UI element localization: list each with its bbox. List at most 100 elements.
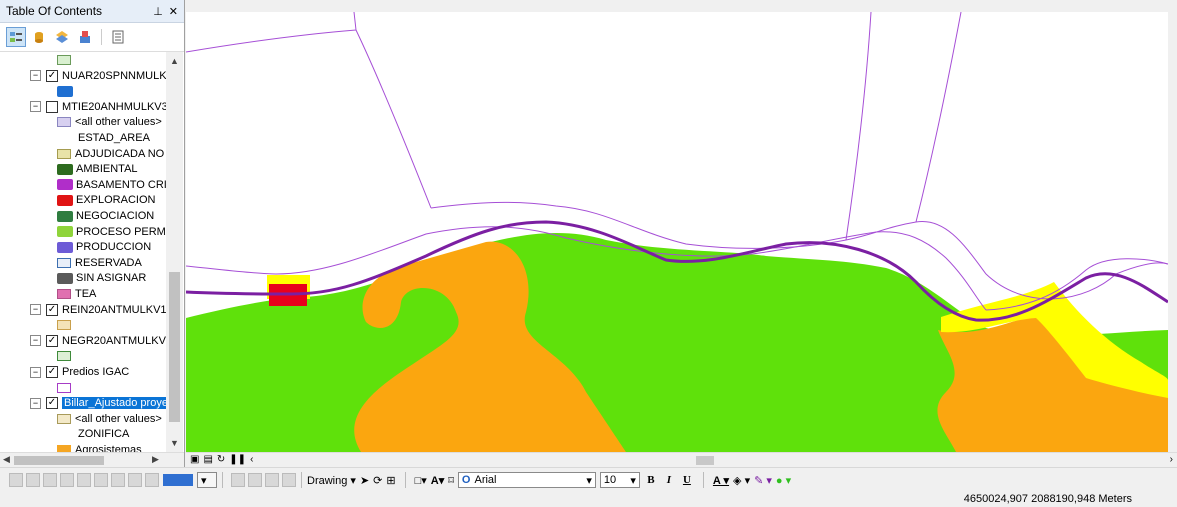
legend-class-label: <all other values> — [75, 412, 162, 425]
expand-collapse-icon[interactable]: − — [30, 70, 41, 82]
layer-visibility-checkbox[interactable] — [46, 100, 58, 113]
layer-name[interactable]: NEGR20ANTMULKV1 — [62, 334, 166, 347]
layer-name[interactable]: NUAR20SPNNMULKV1 — [62, 69, 166, 82]
expand-collapse-icon[interactable]: − — [30, 101, 41, 113]
callout-tool-icon[interactable]: ⌑ — [448, 474, 454, 487]
layer-name[interactable]: Billar_Ajustado proyect — [62, 397, 166, 410]
layer-visibility-checkbox[interactable]: ✓ — [46, 334, 58, 347]
scroll-right-icon[interactable]: › — [1169, 454, 1173, 465]
legend-class-label: PROCESO PERMANI — [76, 225, 166, 238]
toc-layer-row[interactable]: − ✓ NEGR20ANTMULKV1 — [30, 333, 166, 349]
legend-class-row: <all other values> — [57, 411, 162, 427]
toc-layer-row[interactable]: − ✓ Predios IGAC — [30, 364, 129, 380]
toc-title: Table Of Contents — [6, 4, 103, 18]
list-by-visibility-icon[interactable] — [52, 27, 72, 47]
map-hscroll-thumb[interactable] — [696, 456, 714, 465]
layer-visibility-checkbox[interactable]: ✓ — [46, 69, 58, 82]
layer-name[interactable]: MTIE20ANHMULKV3 — [62, 100, 166, 113]
text-tool-icon[interactable]: A▾ — [430, 474, 445, 487]
toc-hscroll-thumb[interactable] — [14, 456, 104, 465]
toc-horizontal-scrollbar[interactable]: ◀ ▶ — [0, 452, 184, 468]
marker-color-icon[interactable]: ● ▾ — [775, 474, 792, 487]
expand-collapse-icon[interactable]: − — [30, 366, 41, 378]
scroll-left-icon[interactable]: ◀ — [3, 454, 10, 464]
drawing-menu[interactable]: Drawing ▾ — [307, 474, 356, 487]
refresh-icon[interactable]: ↻ — [216, 454, 226, 465]
line-color-icon[interactable]: ✎ ▾ — [754, 474, 772, 487]
toc-vertical-scrollbar[interactable]: ▲ ▼ — [166, 52, 183, 452]
layer-name[interactable]: Predios IGAC — [62, 366, 130, 378]
legend-class-row — [57, 348, 75, 364]
toc-layer-row[interactable]: − ✓ REIN20ANTMULKV1 — [30, 302, 166, 318]
disabled-dropdown: ▾ — [197, 472, 217, 488]
legend-heading-label: ESTAD_AREA — [78, 132, 150, 144]
map-orange-zone — [354, 241, 626, 452]
legend-class-row: BASAMENTO CRISTA — [57, 177, 166, 193]
rectangle-tool-icon[interactable]: □▾ — [414, 474, 427, 487]
legend-class-label: EXPLORACION — [76, 194, 156, 207]
zoom-whole-page-icon[interactable]: ⊞ — [386, 474, 396, 487]
toc-layer-row[interactable]: − ✓ Billar_Ajustado proyect — [30, 395, 166, 411]
expand-collapse-icon[interactable]: − — [30, 304, 41, 316]
font-size-select[interactable]: 10 ▾ — [599, 472, 640, 488]
legend-class-row — [57, 52, 75, 68]
scroll-left-icon[interactable]: ‹ — [250, 454, 254, 465]
legend-class-row: ADJUDICADA NO A: — [57, 146, 166, 162]
font-name-select[interactable]: O Arial ▾ — [457, 472, 596, 488]
legend-swatch — [57, 55, 71, 65]
underline-button[interactable]: U — [682, 474, 691, 486]
pause-drawing-icon[interactable]: ❚❚ — [229, 454, 247, 465]
map-horizontal-scrollbar[interactable]: ▣ ▤ ↻ ❚❚ ‹ › — [186, 452, 1177, 468]
toolbar-disabled-icon — [94, 473, 108, 487]
bold-button[interactable]: B — [647, 474, 655, 486]
layer-visibility-checkbox[interactable]: ✓ — [46, 303, 58, 316]
bottom-toolbar: ▾ Drawing ▾ ➤ ⟳ ⊞ □▾ A▾ ⌑ O Arial ▾ 10 ▾… — [0, 467, 1177, 492]
italic-button[interactable]: I — [666, 474, 672, 486]
options-icon[interactable] — [108, 27, 128, 47]
expand-collapse-icon[interactable]: − — [30, 397, 41, 409]
layer-visibility-checkbox[interactable]: ✓ — [46, 397, 58, 410]
select-elements-icon[interactable]: ➤ — [359, 474, 370, 487]
font-color-button[interactable]: A ▾ — [712, 474, 730, 487]
toc-layer-row[interactable]: − MTIE20ANHMULKV3 — [30, 99, 166, 115]
layer-visibility-checkbox[interactable]: ✓ — [46, 366, 58, 378]
list-by-source-icon[interactable] — [29, 27, 49, 47]
list-by-drawing-order-icon[interactable] — [6, 27, 26, 47]
legend-class-label: AMBIENTAL — [76, 163, 138, 176]
expand-collapse-icon[interactable]: − — [30, 335, 41, 347]
status-bar: 4650024,907 2088190,948 Meters — [0, 491, 1177, 507]
legend-class-row: RESERVADA — [57, 255, 142, 271]
toolbar-disabled-icon — [111, 473, 125, 487]
legend-field-heading: ZONIFICA — [78, 426, 129, 442]
legend-class-row: SIN ASIGNAR — [57, 270, 146, 286]
fill-color-icon[interactable]: ◈ ▾ — [733, 474, 751, 487]
legend-symbol-icon — [57, 210, 73, 222]
legend-heading-label: ZONIFICA — [78, 428, 130, 441]
legend-class-row: AMBIENTAL — [57, 161, 138, 177]
legend-swatch — [57, 382, 71, 393]
toolbar-disabled-icon — [231, 473, 245, 487]
rotate-icon[interactable]: ⟳ — [373, 474, 383, 487]
toolbar-disabled-icon — [26, 473, 40, 487]
scroll-up-icon[interactable]: ▲ — [170, 56, 179, 66]
toc-scroll-thumb[interactable] — [169, 272, 180, 422]
scroll-right-icon[interactable]: ▶ — [152, 454, 159, 464]
close-icon[interactable]: ✕ — [168, 5, 178, 18]
map-vertical-scrollbar[interactable] — [1168, 12, 1177, 452]
scroll-down-icon[interactable]: ▼ — [170, 438, 179, 448]
toc-layer-list[interactable]: −✓NUAR20SPNNMULKV1−MTIE20ANHMULKV3<all o… — [0, 52, 166, 452]
legend-swatch — [57, 413, 71, 424]
legend-swatch — [57, 445, 71, 452]
legend-class-row: <all other values> — [57, 114, 162, 130]
georeferencing-toolbar: ▾ — [6, 472, 296, 488]
data-view-icon[interactable]: ▣ — [190, 454, 200, 465]
legend-swatch — [57, 257, 71, 268]
layer-name[interactable]: REIN20ANTMULKV1 — [62, 303, 166, 316]
map-view[interactable] — [186, 12, 1168, 452]
toolbar-disabled-icon — [248, 473, 262, 487]
toolbar-disabled-icon — [77, 473, 91, 487]
pin-icon[interactable]: ⊥ — [153, 5, 163, 18]
layout-view-icon[interactable]: ▤ — [203, 454, 213, 465]
list-by-selection-icon[interactable] — [75, 27, 95, 47]
toc-layer-row[interactable]: −✓ NUAR20SPNNMULKV1 — [30, 68, 166, 84]
